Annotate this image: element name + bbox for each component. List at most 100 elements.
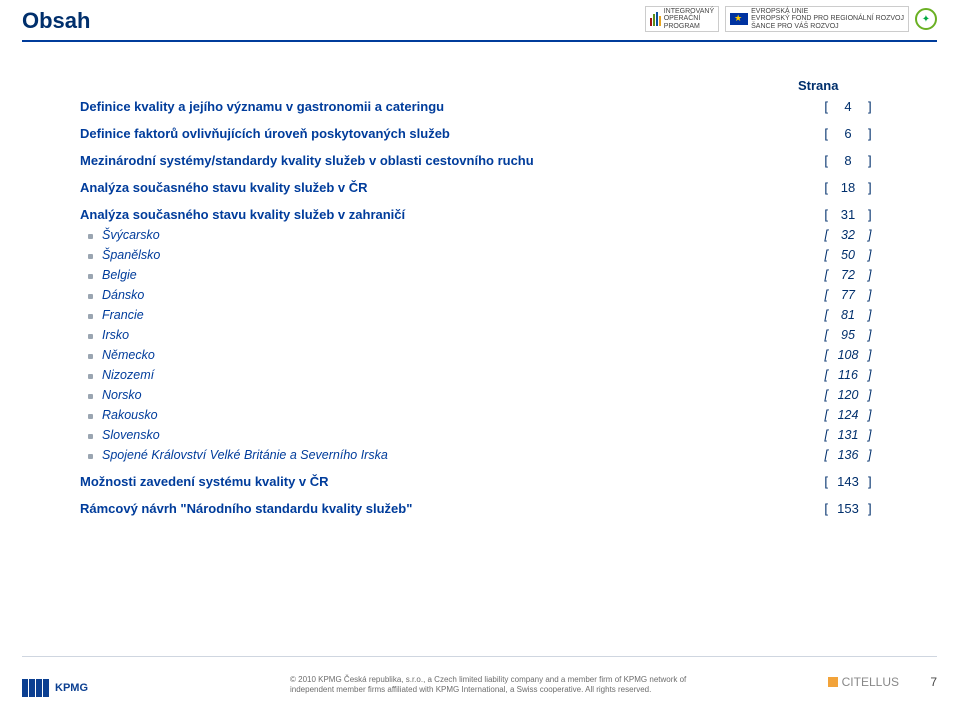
- toc-row: Analýza současného stavu kvality služeb …: [80, 204, 880, 225]
- toc-page: 136: [828, 445, 868, 465]
- toc-label: Možnosti zavedení systému kvality v ČR: [80, 471, 816, 492]
- logo-citellus: CITELLUS: [828, 675, 899, 689]
- toc-row: Švýcarsko[32]: [80, 225, 880, 245]
- bracket-left: [: [816, 365, 828, 385]
- toc-label: Rakousko: [80, 405, 816, 425]
- bracket-right: ]: [868, 345, 880, 365]
- page-number: 7: [930, 675, 937, 689]
- toc-page: 50: [828, 245, 868, 265]
- bracket-left: [: [816, 225, 828, 245]
- bracket-right: ]: [868, 96, 880, 117]
- toc-page: 81: [828, 305, 868, 325]
- toc-table: Definice kvality a jejího významu v gast…: [80, 96, 880, 519]
- bracket-right: ]: [868, 385, 880, 405]
- toc-label: Analýza současného stavu kvality služeb …: [80, 177, 816, 198]
- footer-rule: [22, 656, 937, 657]
- toc-label: Švýcarsko: [80, 225, 816, 245]
- bracket-right: ]: [868, 425, 880, 445]
- toc-label: Definice faktorů ovlivňujících úroveň po…: [80, 123, 816, 144]
- eu-flag-icon: [730, 13, 748, 25]
- bracket-right: ]: [868, 405, 880, 425]
- bracket-left: [: [816, 96, 828, 117]
- toc-page: 31: [828, 204, 868, 225]
- logo-iop: INTEGROVANÝ OPERAČNÍ PROGRAM: [645, 6, 719, 32]
- eu-text-2: EVROPSKÝ FOND PRO REGIONÁLNÍ ROZVOJ: [751, 15, 904, 22]
- bracket-left: [: [816, 385, 828, 405]
- toc-page: 131: [828, 425, 868, 445]
- iop-bars-icon: [650, 12, 661, 26]
- bracket-right: ]: [868, 177, 880, 198]
- toc-page: 95: [828, 325, 868, 345]
- toc-page: 108: [828, 345, 868, 365]
- toc-row: Spojené Království Velké Británie a Seve…: [80, 445, 880, 465]
- toc-page: 18: [828, 177, 868, 198]
- iop-text-3: PROGRAM: [664, 23, 714, 30]
- toc-page: 120: [828, 385, 868, 405]
- eu-text-3: ŠANCE PRO VÁŠ ROZVOJ: [751, 23, 904, 30]
- bracket-left: [: [816, 265, 828, 285]
- toc-row: Francie[81]: [80, 305, 880, 325]
- toc-label: Mezinárodní systémy/standardy kvality sl…: [80, 150, 816, 171]
- bracket-left: [: [816, 405, 828, 425]
- toc-page: 8: [828, 150, 868, 171]
- toc-page: 32: [828, 225, 868, 245]
- toc-row: Dánsko[77]: [80, 285, 880, 305]
- toc-row: Irsko[95]: [80, 325, 880, 345]
- bracket-left: [: [816, 445, 828, 465]
- toc-page: 143: [828, 471, 868, 492]
- toc-page: 6: [828, 123, 868, 144]
- toc-row: Analýza současného stavu kvality služeb …: [80, 177, 880, 198]
- toc-page: 116: [828, 365, 868, 385]
- toc-page: 124: [828, 405, 868, 425]
- title-rule: [22, 40, 937, 42]
- bracket-right: ]: [868, 305, 880, 325]
- toc-label: Irsko: [80, 325, 816, 345]
- toc-label: Německo: [80, 345, 816, 365]
- bracket-left: [: [816, 150, 828, 171]
- bracket-right: ]: [868, 245, 880, 265]
- citellus-text: CITELLUS: [842, 675, 899, 689]
- toc-content: Strana Definice kvality a jejího významu…: [80, 82, 880, 519]
- column-header-strana: Strana: [798, 78, 838, 93]
- toc-label: Francie: [80, 305, 816, 325]
- bracket-right: ]: [868, 365, 880, 385]
- header-logos: INTEGROVANÝ OPERAČNÍ PROGRAM EVROPSKÁ UN…: [645, 6, 937, 32]
- bracket-left: [: [816, 498, 828, 519]
- page-title: Obsah: [22, 8, 90, 34]
- logo-eu: EVROPSKÁ UNIE EVROPSKÝ FOND PRO REGIONÁL…: [725, 6, 909, 32]
- bracket-left: [: [816, 285, 828, 305]
- kpmg-text: KPMG: [55, 682, 88, 694]
- toc-label: Slovensko: [80, 425, 816, 445]
- toc-label: Dánsko: [80, 285, 816, 305]
- toc-row: Belgie[72]: [80, 265, 880, 285]
- copyright-text: © 2010 KPMG Česká republika, s.r.o., a C…: [290, 675, 710, 695]
- bracket-right: ]: [868, 471, 880, 492]
- bracket-right: ]: [868, 123, 880, 144]
- toc-row: Definice faktorů ovlivňujících úroveň po…: [80, 123, 880, 144]
- bracket-right: ]: [868, 265, 880, 285]
- bracket-left: [: [816, 204, 828, 225]
- bracket-left: [: [816, 123, 828, 144]
- toc-row: Nizozemí[116]: [80, 365, 880, 385]
- toc-row: Možnosti zavedení systému kvality v ČR[1…: [80, 471, 880, 492]
- toc-page: 77: [828, 285, 868, 305]
- toc-label: Spojené Království Velké Británie a Seve…: [80, 445, 816, 465]
- toc-row: Norsko[120]: [80, 385, 880, 405]
- bracket-right: ]: [868, 150, 880, 171]
- bracket-left: [: [816, 305, 828, 325]
- logo-green-icon: ✦: [915, 8, 937, 30]
- toc-label: Španělsko: [80, 245, 816, 265]
- bracket-right: ]: [868, 285, 880, 305]
- bracket-left: [: [816, 245, 828, 265]
- toc-label: Definice kvality a jejího významu v gast…: [80, 96, 816, 117]
- toc-label: Nizozemí: [80, 365, 816, 385]
- bracket-left: [: [816, 177, 828, 198]
- bracket-right: ]: [868, 498, 880, 519]
- logo-kpmg: KPMG: [22, 679, 88, 697]
- toc-row: Slovensko[131]: [80, 425, 880, 445]
- bracket-right: ]: [868, 225, 880, 245]
- toc-page: 72: [828, 265, 868, 285]
- toc-row: Německo[108]: [80, 345, 880, 365]
- citellus-square-icon: [828, 677, 838, 687]
- toc-row: Španělsko[50]: [80, 245, 880, 265]
